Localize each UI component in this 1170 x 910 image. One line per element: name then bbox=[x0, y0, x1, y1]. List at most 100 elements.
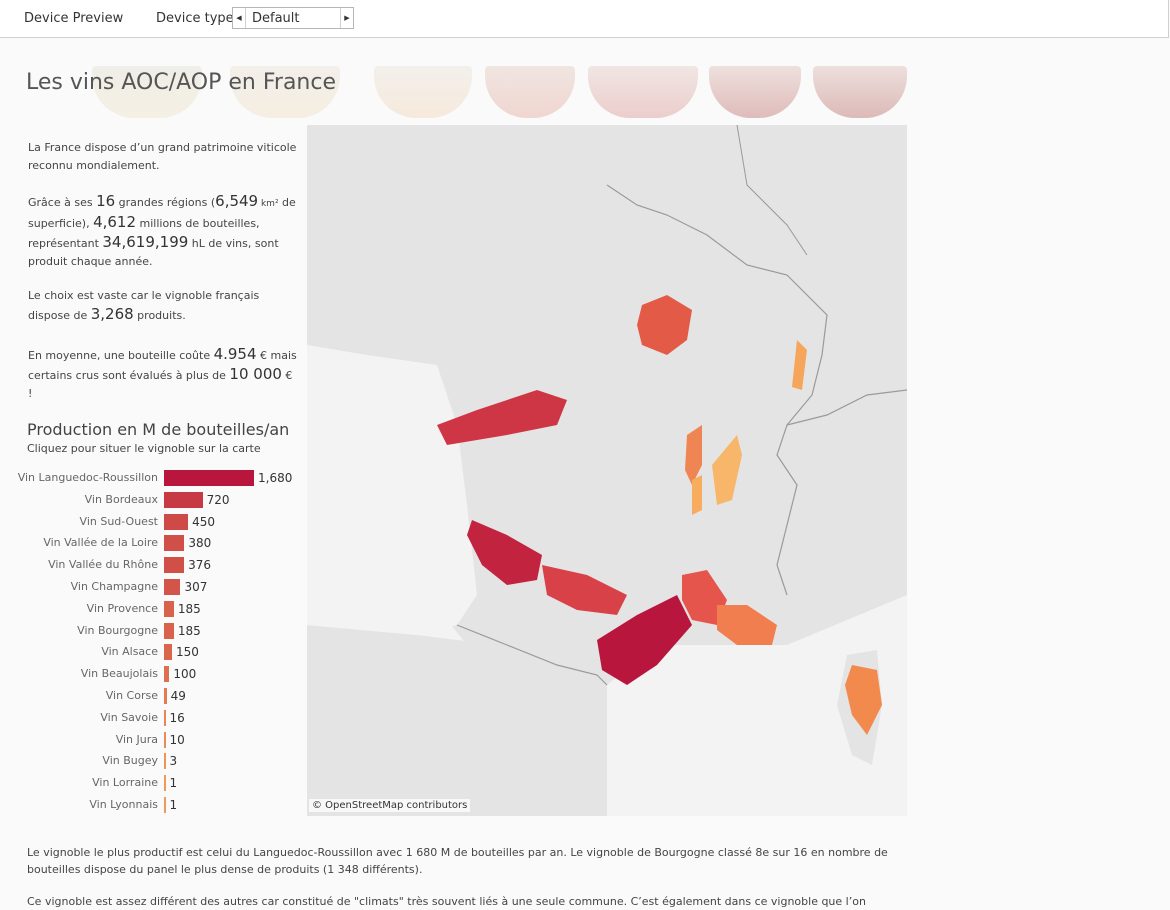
brittany-land bbox=[307, 275, 467, 365]
bar-value-label: 185 bbox=[177, 602, 201, 616]
region-languedoc[interactable] bbox=[597, 595, 692, 685]
wine-glass-image bbox=[709, 66, 801, 118]
production-subtitle: Cliquez pour situer le vignoble sur la c… bbox=[27, 442, 261, 455]
bar-label[interactable]: Vin Lyonnais bbox=[89, 798, 158, 811]
bar[interactable] bbox=[164, 710, 166, 726]
region-corse[interactable] bbox=[845, 665, 882, 735]
bar-label[interactable]: Vin Vallée du Rhône bbox=[48, 558, 158, 571]
header-banner bbox=[22, 46, 907, 118]
bar-value-label: 16 bbox=[169, 711, 185, 725]
device-type-value: Default bbox=[252, 11, 300, 26]
wine-glass-image bbox=[485, 66, 575, 118]
bar-value-label: 376 bbox=[188, 558, 212, 572]
intro-paragraph-1: La France dispose d’un grand patrimoine … bbox=[28, 141, 297, 172]
bar-label[interactable]: Vin Champagne bbox=[70, 580, 158, 593]
device-type-select[interactable]: ◀ Default ▶ bbox=[232, 7, 354, 29]
bar-value-label: 10 bbox=[169, 733, 185, 747]
max-price: 10 000 bbox=[229, 365, 282, 383]
region-rhone[interactable] bbox=[682, 570, 727, 625]
bar-label[interactable]: Vin Bordeaux bbox=[84, 493, 158, 506]
intro-paragraph-3: Le choix est vaste car le vignoble franç… bbox=[28, 289, 260, 323]
bar-value-label: 150 bbox=[176, 645, 199, 659]
border-line bbox=[606, 184, 828, 596]
wine-glass-image bbox=[230, 66, 340, 118]
bar-label[interactable]: Vin Languedoc-Roussillon bbox=[17, 471, 158, 484]
wine-glass-image bbox=[92, 66, 202, 118]
device-preview-button[interactable]: Device Preview bbox=[24, 11, 124, 26]
bar-value-label: 450 bbox=[192, 515, 215, 529]
bar[interactable] bbox=[164, 492, 203, 508]
bar-label[interactable]: Vin Alsace bbox=[101, 645, 158, 658]
bar-value-label: 1,680 bbox=[258, 471, 293, 485]
bar-label[interactable]: Vin Provence bbox=[86, 602, 158, 615]
bar-label[interactable]: Vin Beaujolais bbox=[80, 667, 158, 680]
bar[interactable] bbox=[164, 666, 170, 682]
sea bbox=[307, 345, 477, 635]
device-type-label: Device type bbox=[156, 11, 234, 26]
region-provence[interactable] bbox=[717, 605, 777, 645]
region-jura-savoie[interactable] bbox=[712, 435, 742, 505]
bar[interactable] bbox=[164, 644, 173, 660]
products-count: 3,268 bbox=[90, 305, 134, 323]
bar[interactable] bbox=[164, 753, 166, 769]
france-map-svg[interactable] bbox=[307, 125, 907, 816]
bar[interactable] bbox=[164, 688, 167, 704]
wine-glass-image bbox=[588, 66, 698, 118]
bar-label[interactable]: Vin Savoie bbox=[100, 711, 158, 724]
region-bordeaux[interactable] bbox=[467, 520, 542, 585]
bar-label[interactable]: Vin Sud-Ouest bbox=[79, 515, 158, 528]
bar-label[interactable]: Vin Vallée de la Loire bbox=[43, 536, 158, 549]
area-value: 6,549 bbox=[215, 192, 259, 210]
bar[interactable] bbox=[164, 797, 166, 813]
bar[interactable] bbox=[164, 535, 185, 551]
bar-value-label: 49 bbox=[170, 689, 186, 703]
bar[interactable] bbox=[164, 775, 166, 791]
uk-land bbox=[307, 125, 487, 265]
wine-glass-image bbox=[374, 66, 472, 118]
region-sud-ouest[interactable] bbox=[542, 565, 627, 615]
border-line bbox=[456, 624, 608, 686]
bar-value-label: 1 bbox=[169, 776, 178, 790]
bar-value-label: 380 bbox=[188, 536, 212, 550]
border-line bbox=[786, 389, 907, 426]
page-title: Les vins AOC/AOP en France bbox=[26, 70, 337, 95]
bar-value-label: 720 bbox=[206, 493, 230, 507]
bar-value-label: 100 bbox=[173, 667, 197, 681]
bar[interactable] bbox=[164, 557, 185, 573]
intro-paragraph-2: Grâce à ses 16 grandes régions (6,549 km… bbox=[28, 192, 296, 268]
bar-label[interactable]: Vin Bourgogne bbox=[77, 624, 158, 637]
bar-label[interactable]: Vin Jura bbox=[115, 733, 158, 746]
bar[interactable] bbox=[164, 623, 174, 639]
region-champagne[interactable] bbox=[637, 295, 692, 355]
device-preview-toolbar: Device Preview Device type ◀ Default ▶ bbox=[0, 0, 1169, 38]
bar-value-label: 1 bbox=[169, 798, 178, 812]
arrow-left-icon[interactable]: ◀ bbox=[233, 8, 246, 28]
arrow-right-icon[interactable]: ▶ bbox=[340, 8, 353, 28]
bar-value-label: 307 bbox=[184, 580, 208, 594]
bar-value-label: 3 bbox=[169, 754, 178, 768]
bar[interactable] bbox=[164, 514, 189, 530]
bar[interactable] bbox=[164, 601, 174, 617]
bar-label[interactable]: Vin Bugey bbox=[102, 754, 158, 767]
intro-paragraph-4: En moyenne, une bouteille coûte 4.954 € … bbox=[28, 345, 297, 400]
hectoliters-value: 34,619,199 bbox=[102, 233, 189, 251]
footer-paragraph-1: Le vignoble le plus productif est celui … bbox=[27, 846, 888, 876]
average-price: 4.954 bbox=[213, 345, 257, 363]
border-line bbox=[736, 125, 808, 256]
regions-count: 16 bbox=[96, 192, 116, 210]
bar[interactable] bbox=[164, 470, 254, 486]
region-loire[interactable] bbox=[437, 390, 567, 445]
bar-label[interactable]: Vin Lorraine bbox=[92, 776, 158, 789]
bar[interactable] bbox=[164, 579, 181, 595]
bar[interactable] bbox=[164, 732, 166, 748]
production-title: Production en M de bouteilles/an bbox=[27, 420, 290, 439]
vineyard-map[interactable] bbox=[307, 125, 907, 816]
bar-label[interactable]: Vin Corse bbox=[105, 689, 158, 702]
bottles-value: 4,612 bbox=[93, 213, 137, 231]
region-bourgogne[interactable] bbox=[685, 425, 702, 485]
mediterranean-sea bbox=[607, 595, 907, 816]
region-alsace[interactable] bbox=[792, 340, 807, 390]
region-beaujolais[interactable] bbox=[692, 475, 702, 515]
wine-glass-image bbox=[813, 66, 907, 118]
map-attribution[interactable]: © OpenStreetMap contributors bbox=[309, 799, 471, 812]
